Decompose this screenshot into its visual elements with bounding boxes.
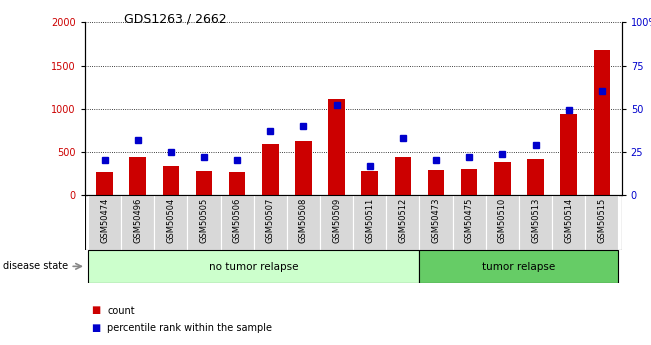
Text: no tumor relapse: no tumor relapse [209,262,298,272]
Text: ■: ■ [91,306,100,315]
Bar [428,170,445,195]
Bar [154,195,187,250]
Bar [287,195,320,250]
Text: GSM50507: GSM50507 [266,198,275,243]
Bar [527,159,544,195]
Bar [254,195,287,250]
Bar [486,195,519,250]
Bar [221,195,254,250]
Text: GSM50506: GSM50506 [232,198,242,243]
Bar [461,169,477,195]
Bar [130,157,146,195]
Text: GSM50513: GSM50513 [531,198,540,243]
Bar [229,171,245,195]
Bar [196,171,212,195]
Bar [361,171,378,195]
Bar [386,195,419,250]
Bar [419,250,618,283]
Bar [561,114,577,195]
Bar [519,195,552,250]
Text: GSM50509: GSM50509 [332,198,341,243]
Bar [328,99,345,195]
Bar [353,195,386,250]
Bar [262,144,279,195]
Text: GSM50496: GSM50496 [133,198,142,243]
Bar [96,171,113,195]
Bar [395,157,411,195]
Bar [320,195,353,250]
Text: GSM50473: GSM50473 [432,198,441,243]
Bar [88,250,419,283]
Bar [594,50,610,195]
Bar [163,166,179,195]
Text: GSM50514: GSM50514 [564,198,573,243]
Bar [121,195,154,250]
Text: GSM50515: GSM50515 [598,198,606,243]
Bar [552,195,585,250]
Text: GSM50504: GSM50504 [166,198,175,243]
Text: ■: ■ [91,323,100,333]
Text: GSM50511: GSM50511 [365,198,374,243]
Bar [187,195,221,250]
Text: GSM50512: GSM50512 [398,198,408,243]
Text: disease state: disease state [3,262,68,271]
Text: count: count [107,306,135,315]
Bar [88,195,121,250]
Bar [494,162,510,195]
Text: GSM50510: GSM50510 [498,198,507,243]
Bar [295,141,312,195]
Text: GSM50505: GSM50505 [199,198,208,243]
Bar [452,195,486,250]
Text: percentile rank within the sample: percentile rank within the sample [107,323,272,333]
Text: tumor relapse: tumor relapse [482,262,555,272]
Text: GSM50474: GSM50474 [100,198,109,243]
Text: GDS1263 / 2662: GDS1263 / 2662 [124,12,227,25]
Bar [585,195,618,250]
Text: GSM50475: GSM50475 [465,198,474,243]
Text: GSM50508: GSM50508 [299,198,308,243]
Bar [419,195,452,250]
